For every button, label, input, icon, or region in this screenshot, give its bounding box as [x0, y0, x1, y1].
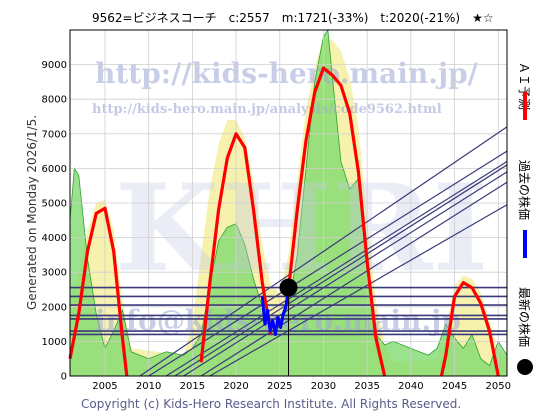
chart-title: 9562=ビジネスコーチ c:2557 m:1721(-33%) t:2020(…	[92, 11, 494, 25]
x-tick-label: 2035	[354, 381, 379, 392]
legend-swatch-past-price	[523, 230, 527, 258]
y-tick-label: 6000	[42, 164, 67, 175]
x-tick-label: 2025	[267, 381, 292, 392]
series-ai-forecast	[199, 132, 273, 363]
y-tick-label: 1000	[42, 337, 67, 348]
x-tick-label: 2040	[398, 381, 423, 392]
generated-label: Generated on Monday 2026/1/5.	[25, 115, 39, 310]
y-tick-label: 8000	[42, 95, 67, 106]
y-tick-label: 3000	[42, 268, 67, 279]
x-tick-label: 2045	[442, 381, 467, 392]
x-tick-label: 2005	[92, 381, 117, 392]
x-tick-label: 2010	[136, 381, 161, 392]
legend: ＡＩ予測 過去の株価 最新の株価	[517, 62, 533, 375]
latest-price-dot	[279, 278, 298, 297]
legend-swatch-ai-forecast	[523, 92, 527, 120]
series-past-price	[260, 287, 290, 336]
x-tick-label: 2020	[223, 381, 248, 392]
legend-label-past-price: 過去の株価	[517, 160, 532, 220]
x-tick-labels: 2005 2010 2015 2020 2025 2030 2035 2040 2045 2050	[92, 381, 511, 392]
copyright: Copyright (c) Kids-Hero Research Institu…	[81, 397, 461, 411]
latest-marker-layer	[279, 278, 298, 376]
watermark: KHRI http://kids-hero.main.jp/ http://ki…	[92, 57, 489, 337]
x-tick-label: 2050	[486, 381, 511, 392]
x-tick-label: 2030	[311, 381, 336, 392]
x-tick-label: 2015	[180, 381, 205, 392]
trend-line	[165, 160, 508, 377]
y-tick-label: 2000	[42, 302, 67, 313]
series-ai-forecast	[439, 280, 500, 377]
y-tick-label: 0	[61, 372, 67, 383]
watermark-url-analysis: http://kids-hero.main.jp/analysis/code95…	[92, 102, 442, 117]
trend-line	[174, 164, 508, 377]
series-ai-forecast	[68, 206, 129, 377]
legend-label-latest-price: 最新の株価	[517, 287, 532, 347]
trend-line	[200, 181, 508, 377]
watermark-url-main: http://kids-hero.main.jp/	[95, 57, 479, 90]
series-layer	[68, 66, 500, 377]
legend-label-ai-forecast: ＡＩ予測	[517, 62, 531, 110]
y-tick-labels: 0 1000 2000 3000 4000 5000 6000 7000 8000 9000	[42, 60, 67, 382]
plot-border	[69, 29, 508, 377]
trend-line	[139, 126, 508, 377]
y-tick-label: 4000	[42, 233, 67, 244]
series-ai-forecast	[286, 66, 387, 377]
legend-marker-latest-price	[517, 359, 533, 375]
trend-line	[148, 150, 508, 377]
y-tick-label: 5000	[42, 199, 67, 210]
trend-line	[209, 204, 508, 377]
y-tick-label: 7000	[42, 129, 67, 140]
trend-lines	[139, 126, 508, 377]
y-tick-label: 9000	[42, 60, 67, 71]
trend-line	[183, 171, 508, 377]
